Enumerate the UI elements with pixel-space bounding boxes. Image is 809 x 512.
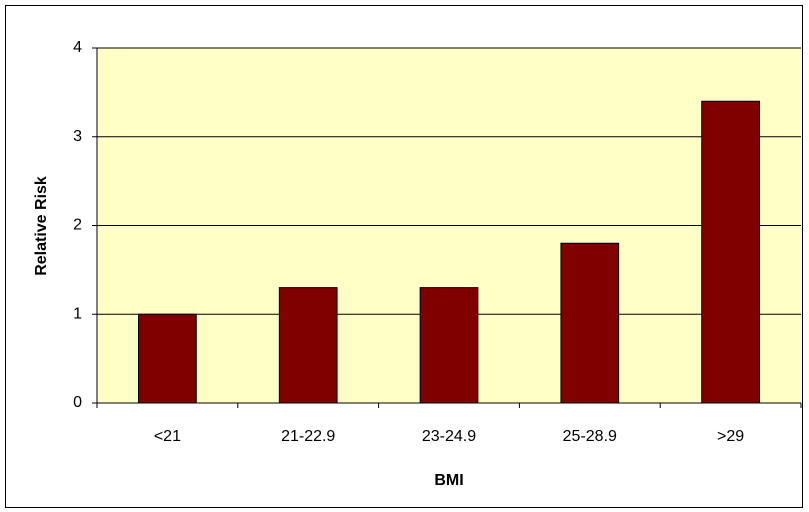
x-tick-label: >29 bbox=[717, 428, 744, 445]
y-tick-label: 2 bbox=[73, 217, 82, 234]
x-tick-label: 21-22.9 bbox=[281, 428, 335, 445]
bar bbox=[278, 287, 338, 404]
bar bbox=[560, 242, 620, 404]
x-tick-label: 23-24.9 bbox=[422, 428, 476, 445]
x-tick-label: <21 bbox=[154, 428, 181, 445]
bar bbox=[419, 287, 479, 404]
y-axis-label: Relative Risk bbox=[33, 176, 50, 276]
bar bbox=[701, 100, 760, 404]
y-tick-label: 0 bbox=[73, 394, 82, 411]
x-tick-label: 25-28.9 bbox=[563, 428, 617, 445]
bar bbox=[138, 313, 197, 404]
y-tick-label: 3 bbox=[73, 128, 82, 145]
x-axis-label: BMI bbox=[434, 472, 463, 489]
y-tick-label: 1 bbox=[73, 305, 82, 322]
y-tick-label: 4 bbox=[73, 39, 82, 56]
